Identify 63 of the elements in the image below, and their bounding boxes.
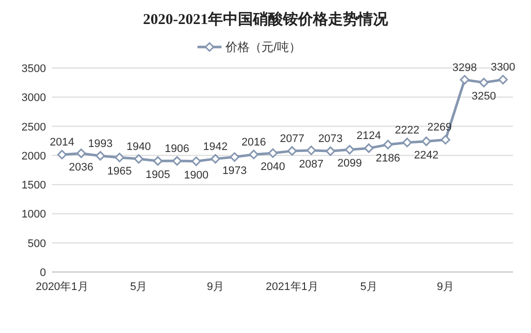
- point: [460, 75, 470, 85]
- point: [364, 143, 374, 153]
- data-label: 2077: [280, 132, 304, 145]
- y-tick-label: 3000: [22, 92, 46, 104]
- x-tick-label: 2021年1月: [266, 281, 318, 293]
- data-label: 1905: [146, 168, 170, 181]
- data-label: 1942: [203, 140, 228, 153]
- y-tick-label: 3500: [22, 63, 46, 75]
- point: [172, 156, 182, 166]
- x-tick-label: 2020年1月: [36, 281, 88, 293]
- point: [134, 154, 144, 164]
- point: [479, 78, 489, 88]
- y-tick-label: 1000: [22, 208, 46, 221]
- data-label: 1906: [164, 142, 190, 155]
- chart-title: 2020-2021年中国硝酸铵价格走势情况: [143, 11, 389, 28]
- point: [306, 146, 316, 156]
- point: [498, 74, 508, 84]
- data-label: 2186: [376, 152, 400, 165]
- point: [96, 151, 106, 161]
- point: [76, 148, 86, 158]
- x-tick-label: 9月: [436, 281, 454, 293]
- data-label: 2040: [260, 161, 286, 174]
- data-label: 1993: [88, 138, 113, 150]
- point: [287, 146, 297, 156]
- data-label: 2099: [337, 158, 362, 170]
- point: [326, 146, 336, 156]
- data-label: 2016: [241, 136, 266, 148]
- point: [422, 136, 432, 146]
- y-tick-label: 2000: [22, 150, 46, 162]
- data-label: 1965: [107, 165, 132, 178]
- point: [344, 144, 354, 154]
- data-label: 2242: [414, 149, 439, 162]
- point: [191, 156, 201, 166]
- data-label: 1973: [222, 165, 247, 177]
- data-label: 3300: [490, 62, 516, 74]
- data-label: 1940: [126, 140, 151, 153]
- point: [114, 152, 124, 162]
- x-tick-label: 5月: [130, 281, 148, 293]
- y-tick-label: 0: [40, 267, 46, 279]
- legend-label: 价格（元/吨）: [224, 40, 301, 54]
- point: [153, 156, 163, 166]
- point: [230, 152, 240, 162]
- data-label: 2014: [50, 136, 74, 149]
- y-tick-label: 2500: [22, 121, 46, 134]
- data-label: 2073: [318, 133, 343, 146]
- y-tick-label: 500: [28, 238, 46, 250]
- point: [57, 150, 67, 160]
- x-tick-label: 9月: [206, 281, 224, 293]
- point: [268, 148, 278, 158]
- point: [248, 150, 258, 160]
- point: [383, 140, 393, 150]
- data-label: 3298: [452, 62, 477, 74]
- point: [402, 138, 412, 148]
- data-label: 2087: [299, 158, 324, 170]
- data-label: 1900: [184, 169, 208, 182]
- point: [210, 154, 220, 164]
- y-tick-label: 1500: [22, 180, 46, 192]
- data-label: 2222: [394, 124, 420, 136]
- x-tick-label: 5月: [360, 281, 378, 293]
- point: [440, 135, 450, 144]
- data-label: 2036: [68, 161, 94, 174]
- data-label: 2124: [356, 130, 382, 142]
- data-label: 3250: [472, 90, 496, 103]
